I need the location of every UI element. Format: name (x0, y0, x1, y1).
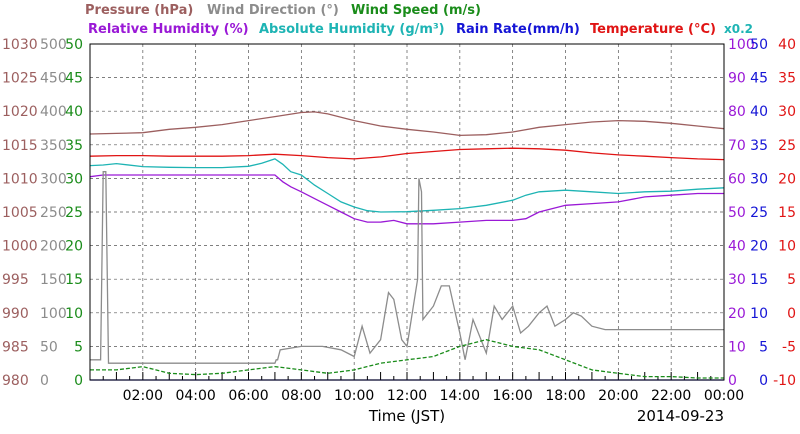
wind-speed-tick-label: 40 (65, 104, 83, 120)
scale-note: x0.2 (724, 22, 753, 36)
rain-rate-tick-label: 50 (750, 37, 768, 53)
wind-direction-tick-label: 350 (40, 138, 67, 154)
pressure-tick-label: 1005 (2, 205, 38, 221)
legend-wind-speed: Wind Speed (m/s) (351, 3, 481, 18)
wind-speed-tick-label: 45 (65, 71, 83, 87)
wind-direction-tick-label: 300 (40, 171, 67, 187)
legend-wind-direction: Wind Direction (°) (207, 3, 339, 18)
series-humidity (89, 174, 724, 225)
wind-direction-tick-label: 50 (40, 339, 58, 355)
temperature-tick-label: 35 (778, 71, 796, 87)
temperature-tick-label: 15 (778, 205, 796, 221)
pressure-tick-label: 1010 (2, 171, 38, 187)
rain-rate-tick-label: 15 (750, 272, 768, 288)
x-tick-label: 22:00 (651, 388, 691, 404)
rain-rate-tick-label: 45 (750, 71, 768, 87)
x-tick-label: 06:00 (228, 388, 268, 404)
pressure-tick-label: 995 (2, 272, 29, 288)
rain-rate-tick-label: 5 (759, 339, 768, 355)
axis-labels: 1030102510201015101010051000995990985980… (2, 37, 796, 404)
pressure-tick-label: 985 (2, 339, 29, 355)
pressure-tick-label: 990 (2, 306, 29, 322)
humidity-tick-label: 30 (728, 272, 746, 288)
humidity-tick-label: 90 (728, 71, 746, 87)
series-humidity (89, 158, 725, 213)
temperature-tick-label: -5 (782, 339, 796, 355)
legend-pressure: Pressure (hPa) (85, 3, 193, 18)
pressure-tick-label: 1030 (2, 37, 38, 53)
date-label: 2014-09-23 (637, 407, 724, 425)
pressure-tick-label: 1015 (2, 138, 38, 154)
temperature-tick-label: 40 (778, 37, 796, 53)
humidity-tick-label: 50 (728, 205, 746, 221)
legend-relative-humidity: Relative Humidity (%) (88, 22, 249, 37)
rain-rate-tick-label: 25 (750, 205, 768, 221)
x-tick-label: 00:00 (704, 388, 744, 404)
wind-speed-tick-label: 30 (65, 171, 83, 187)
grid (90, 44, 724, 380)
x-tick-label: 02:00 (123, 388, 163, 404)
pressure-tick-label: 1020 (2, 104, 38, 120)
wind-speed-tick-label: 50 (65, 37, 83, 53)
x-tick-label: 10:00 (334, 388, 374, 404)
x-tick-label: 14:00 (440, 388, 480, 404)
rain-rate-tick-label: 35 (750, 138, 768, 154)
humidity-tick-label: 40 (728, 239, 746, 255)
x-tick-label: 16:00 (492, 388, 532, 404)
temperature-tick-label: 20 (778, 171, 796, 187)
x-tick-label: 18:00 (545, 388, 585, 404)
legend-absolute-humidity: Absolute Humidity (g/m³) (259, 22, 445, 37)
x-tick-label: 20:00 (598, 388, 638, 404)
wind-direction-tick-label: 250 (40, 205, 67, 221)
rain-rate-tick-label: 0 (759, 373, 768, 389)
temperature-tick-label: 10 (778, 239, 796, 255)
series-pressure (89, 111, 725, 137)
series-temperature (89, 147, 725, 161)
pressure-tick-label: 1000 (2, 239, 38, 255)
temperature-tick-label: -10 (773, 373, 796, 389)
wind-direction-tick-label: 400 (40, 104, 67, 120)
x-tick-label: 08:00 (281, 388, 321, 404)
rain-rate-tick-label: 10 (750, 306, 768, 322)
legend-temperature: Temperature (°C) (590, 22, 716, 37)
temperature-tick-label: 25 (778, 138, 796, 154)
wind-speed-tick-label: 0 (74, 373, 83, 389)
wind-direction-tick-label: 500 (40, 37, 67, 53)
pressure-tick-label: 980 (2, 373, 29, 389)
wind-direction-tick-label: 200 (40, 239, 67, 255)
humidity-tick-label: 10 (728, 339, 746, 355)
x-tick-label: 04:00 (175, 388, 215, 404)
rain-rate-tick-label: 40 (750, 104, 768, 120)
humidity-tick-label: 70 (728, 138, 746, 154)
wind-speed-tick-label: 10 (65, 306, 83, 322)
wind-speed-tick-label: 35 (65, 138, 83, 154)
wind-speed-tick-label: 20 (65, 239, 83, 255)
humidity-tick-label: 60 (728, 171, 746, 187)
series-wind-speed (90, 339, 724, 379)
wind-direction-tick-label: 100 (40, 306, 67, 322)
wind-direction-tick-label: 450 (40, 71, 67, 87)
temperature-tick-label: 30 (778, 104, 796, 120)
wind-speed-tick-label: 15 (65, 272, 83, 288)
plot-frame (89, 43, 725, 381)
humidity-tick-label: 20 (728, 306, 746, 322)
rain-rate-tick-label: 30 (750, 171, 768, 187)
wind-direction-tick-label: 0 (40, 373, 49, 389)
x-axis-label: Time (JST) (368, 407, 445, 425)
rain-rate-tick-label: 20 (750, 239, 768, 255)
wind-speed-tick-label: 5 (74, 339, 83, 355)
legend-rain-rate: Rain Rate(mm/h) (456, 22, 580, 37)
wind-direction-tick-label: 150 (40, 272, 67, 288)
x-tick-label: 12:00 (387, 388, 427, 404)
pressure-tick-label: 1025 (2, 71, 38, 87)
temperature-tick-label: 0 (787, 306, 796, 322)
wind-speed-tick-label: 25 (65, 205, 83, 221)
series-wind-direction (90, 171, 724, 364)
temperature-tick-label: 5 (787, 272, 796, 288)
humidity-tick-label: 100 (728, 37, 755, 53)
humidity-tick-label: 0 (728, 373, 737, 389)
humidity-tick-label: 80 (728, 104, 746, 120)
